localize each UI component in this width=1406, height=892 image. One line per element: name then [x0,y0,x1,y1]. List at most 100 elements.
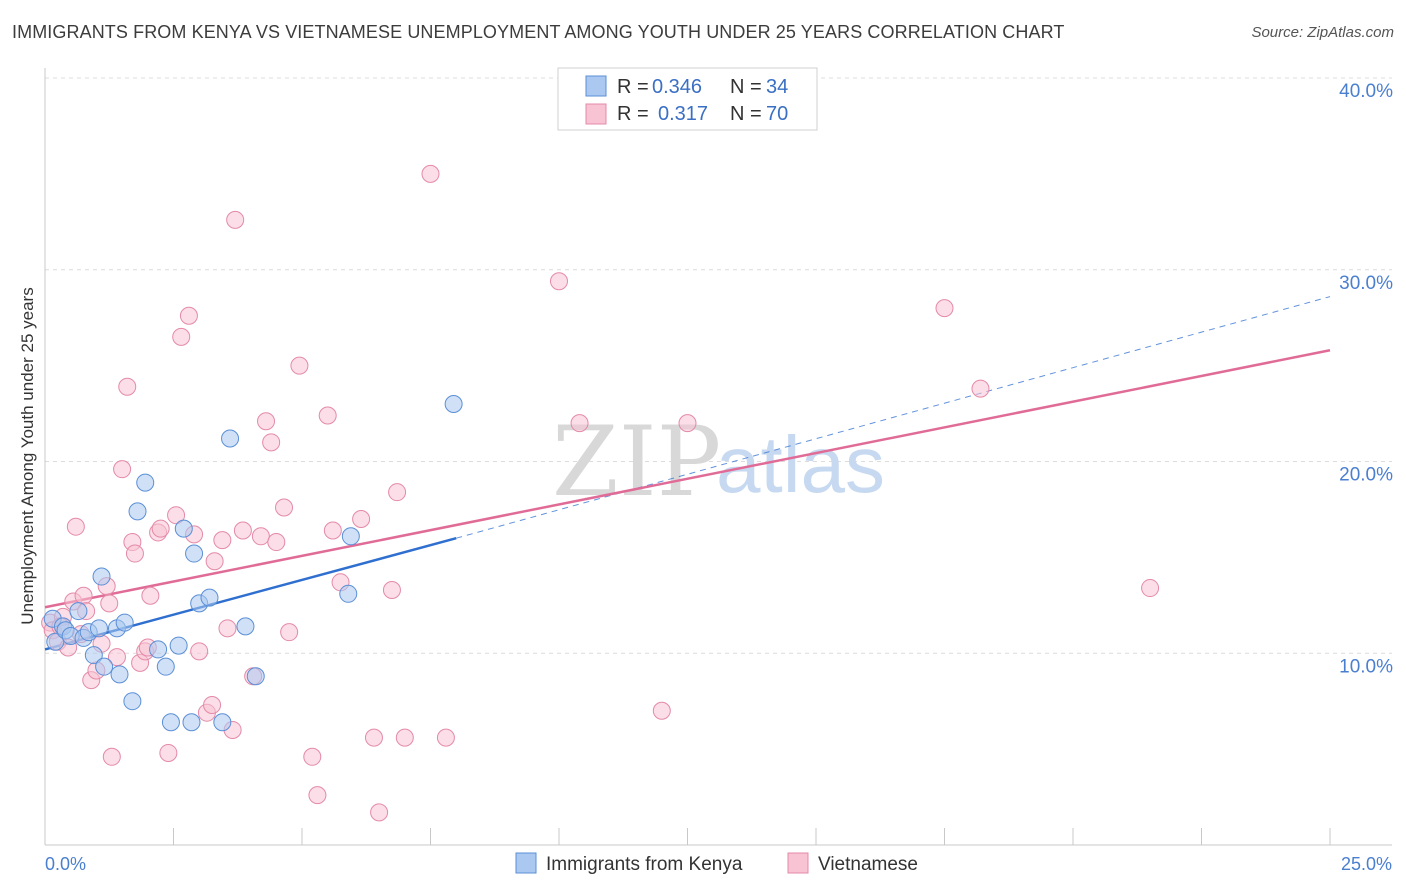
legend-viet-n-value: 70 [766,103,788,125]
viet-point [280,623,299,642]
kenya-point [213,713,232,732]
legend-kenya-r-label: R = [617,76,649,98]
viet-point [190,642,209,661]
viet-point [364,728,383,747]
viet-point [107,648,126,667]
gridlines [45,77,1392,654]
watermark-atlas: atlas [716,420,885,509]
viet-point [257,412,276,431]
y-tick-label: 20.0% [1339,465,1393,486]
viet-point [113,460,132,479]
viet-point [159,743,178,762]
legend: R = 0.346 N = 34 R = 0.317 N = 70 [557,67,818,131]
legend-kenya-r-value: 0.346 [652,76,702,98]
bottom-legend-viet-label: Vietnamese [818,854,918,875]
viet-point [935,299,954,318]
viet-point [323,521,342,540]
viet-point [74,586,93,605]
kenya-point [115,613,134,632]
viet-point [213,531,232,550]
viet-point [233,521,252,540]
viet-point [388,483,407,502]
viet-point [303,747,322,766]
viet-point [172,327,191,346]
bottom-legend: Immigrants from Kenya Vietnamese [515,852,918,875]
kenya-point [136,473,155,492]
y-tick-label: 30.0% [1339,273,1393,294]
chart-title: IMMIGRANTS FROM KENYA VS VIETNAMESE UNEM… [12,22,1065,42]
legend-kenya-n-value: 34 [766,76,788,98]
viet-point [102,747,121,766]
viet-point [318,406,337,425]
viet-point [308,786,327,805]
kenya-point [169,636,188,655]
y-axis-label: Unemployment Among Youth under 25 years [18,287,37,624]
kenya-point [246,667,265,686]
viet-point [570,414,589,433]
viet-point [370,803,389,822]
kenya-point [92,567,111,586]
y-tick-label: 40.0% [1339,81,1393,102]
viet-point [66,517,85,536]
viet-point [971,379,990,398]
viet-point [290,356,309,375]
viet-point [167,506,186,525]
viet-point [267,533,286,552]
viet-point [100,594,119,613]
kenya-point [341,527,360,546]
viet-point [205,552,224,571]
kenya-point [156,657,175,676]
kenya-point [123,692,142,711]
kenya-point [444,394,463,413]
kenya-point [182,713,201,732]
viet-point [678,414,697,433]
viet-point [179,306,198,325]
viet-point [151,519,170,538]
watermark: ZIP atlas [552,406,885,518]
data-points [41,164,1160,822]
kenya-trend-extension [456,296,1331,539]
x-tick-label-max: 25.0% [1341,854,1392,874]
viet-point [275,498,294,517]
viet-point [395,728,414,747]
viet-point [1141,579,1160,598]
x-axis-ticks [44,828,1331,845]
bottom-legend-kenya-label: Immigrants from Kenya [546,854,743,875]
viet-point [436,728,455,747]
viet-point [352,510,371,529]
viet-point [226,210,245,229]
viet-point [550,272,568,291]
viet-point [141,586,160,605]
viet-point [125,544,144,563]
legend-viet-r-label: R = [617,103,649,125]
viet-point [203,696,222,715]
legend-viet-n-label: N = [730,103,762,125]
viet-point [118,377,137,396]
kenya-point [95,657,114,676]
kenya-point [221,429,240,448]
x-tick-label-min: 0.0% [45,854,86,874]
kenya-point [174,519,193,538]
kenya-point [110,665,129,684]
kenya-point [339,584,358,603]
viet-point [251,527,270,546]
kenya-point [69,602,88,621]
legend-viet-r-value: 0.317 [658,103,708,125]
viet-trend-line [44,349,1331,609]
viet-point [262,433,281,452]
kenya-point [200,588,219,607]
legend-kenya-swatch [585,75,607,97]
kenya-point [185,544,204,563]
kenya-point [161,713,180,732]
y-tick-labels: 10.0% 20.0% 30.0% 40.0% [1339,81,1393,677]
kenya-point [128,502,147,521]
viet-point [421,164,440,183]
viet-point [652,701,671,720]
bottom-legend-viet-swatch [787,852,809,874]
viet-point [218,619,237,638]
source-credit: Source: ZipAtlas.com [1251,24,1394,41]
viet-point [382,580,401,599]
kenya-point [84,646,103,665]
legend-kenya-n-label: N = [730,76,762,98]
